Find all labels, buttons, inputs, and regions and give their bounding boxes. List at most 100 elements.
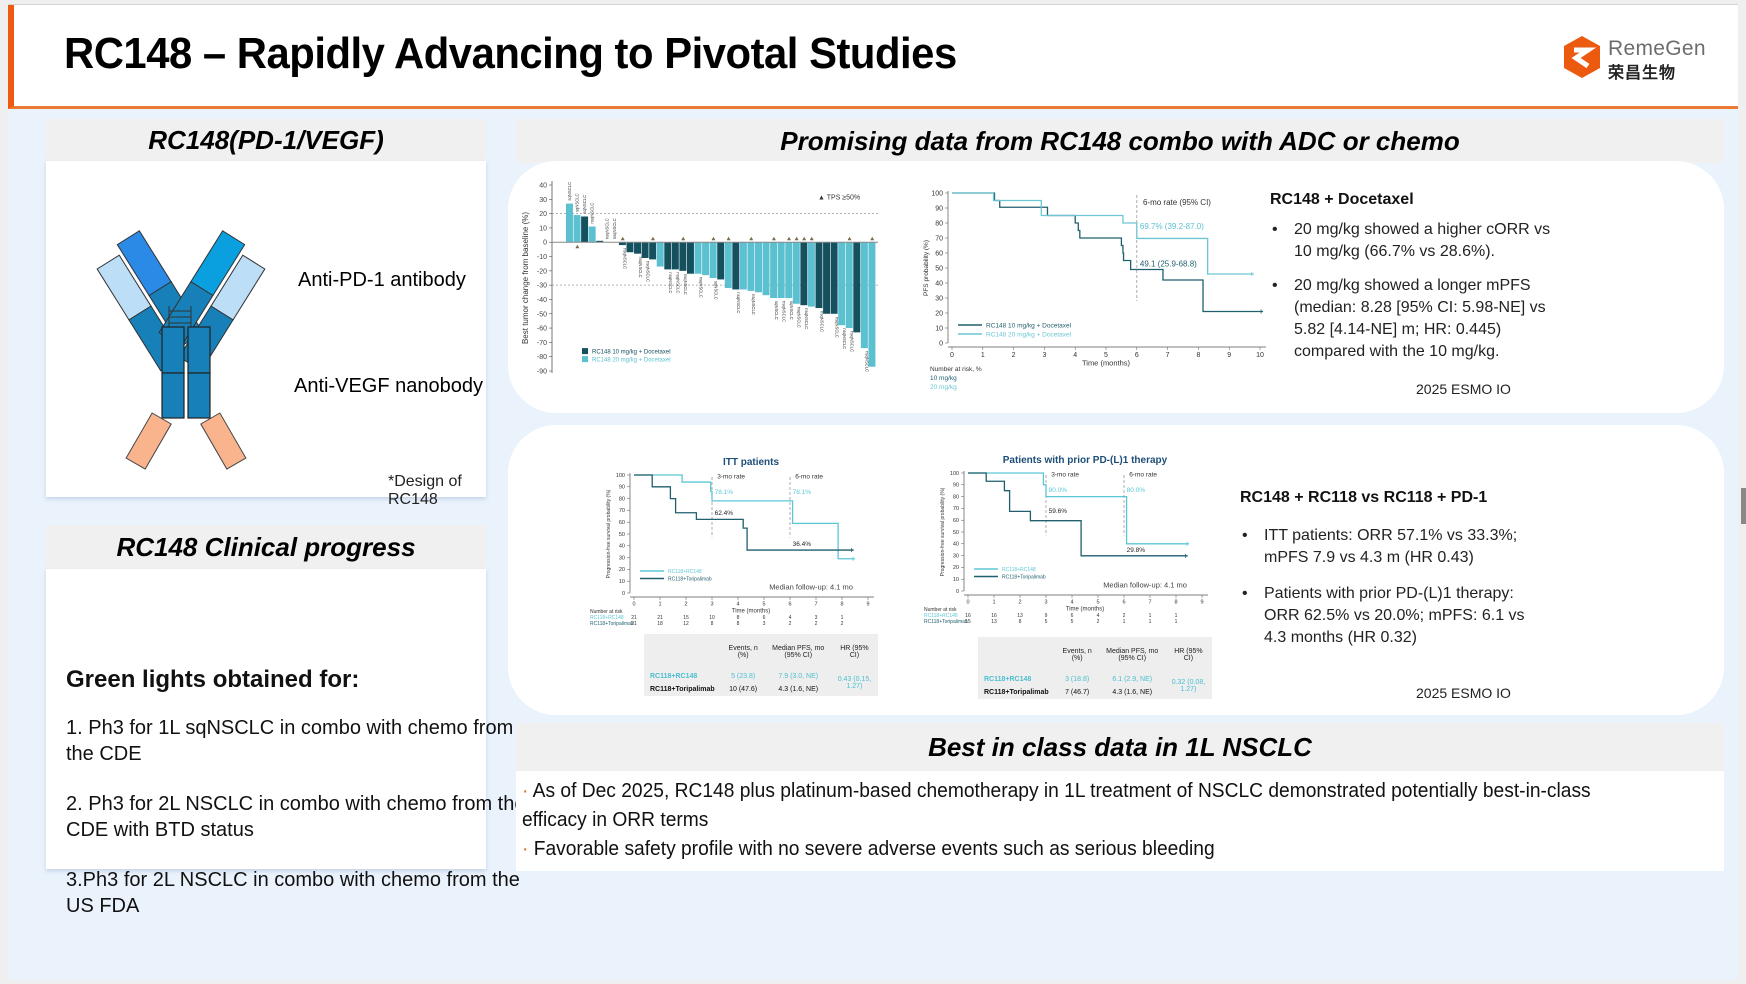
waterfall-bar (588, 226, 596, 243)
x-tick-label: 6 (1122, 600, 1125, 606)
y-tick-label: 90 (619, 485, 625, 491)
progress-item: 3.Ph3 for 2L NSCLC in combo with chemo f… (66, 869, 520, 917)
risk-header: Number at risk (590, 609, 623, 615)
bar-label: nsqNSCLC (638, 257, 643, 278)
risk-value: 15 (965, 619, 971, 625)
legend-label: RC118+Toripalimab (668, 576, 712, 582)
bar-label: nsqNSCLC (781, 301, 786, 322)
legend-label: RC148 20 mg/kg + Docetaxel (986, 331, 1072, 338)
logo-wordmark: RemeGen (1608, 37, 1706, 60)
slide-title: RC148 – Rapidly Advancing to Pivotal Stu… (64, 29, 957, 78)
waterfall-bar (641, 242, 649, 258)
scrollbar-thumb[interactable] (1741, 488, 1746, 524)
bar-label: nsqNSCLC (668, 272, 673, 293)
legend-label: RC118+RC148 (668, 569, 702, 575)
waterfall-bar (785, 242, 793, 299)
waterfall-bar (807, 242, 815, 307)
waterfall-bar (679, 242, 687, 271)
y-tick-label: -70 (537, 340, 547, 347)
risk-value: 1 (1123, 619, 1126, 625)
best-bullets: · As of Dec 2025, RC148 plus platinum-ba… (522, 777, 1616, 864)
table-cell: 5 (23.8) (731, 673, 756, 680)
risk-value: 16 (991, 613, 997, 619)
risk-value: 3 (815, 615, 818, 621)
risk-header: Number at risk, % (930, 366, 982, 373)
waterfall-bar (845, 242, 853, 329)
tps-legend: ▲ TPS ≥50% (818, 194, 860, 201)
legend-swatch (582, 348, 588, 355)
pfs-summary-table: Events, n (%) Median PFS, mo (95% CI) HR (… (978, 637, 1212, 699)
best-panel-title: Best in class data in 1L NSCLC (516, 723, 1724, 771)
x-tick-label: 8 (1196, 352, 1200, 359)
table-header-cell: Events, n (%) (728, 645, 758, 659)
risk-value: 10 (709, 615, 715, 621)
table-cell: 3 (18.8) (1065, 676, 1090, 683)
table-cell: 6.1 (2.9, NE) (1112, 676, 1153, 683)
x-tick-label: 1 (981, 352, 985, 359)
legend-label: RC118+Toripalimab (1002, 574, 1046, 580)
y-tick-label: 40 (539, 183, 547, 190)
risk-value: 12 (683, 621, 689, 627)
slide: RC148 – Rapidly Advancing to Pivotal Stu… (8, 4, 1738, 980)
x-tick-label: 4 (1073, 352, 1077, 359)
waterfall-bar (747, 242, 755, 291)
legend-label: RC148 10 mg/kg + Docetaxel (592, 350, 671, 356)
rate-annotation: 49.1 (25.9-68.8) (1140, 260, 1197, 269)
rate-annotation: 29.8% (1127, 547, 1146, 554)
rc118-summary: RC148 + RC118 vs RC118 + PD-1 ITT patien… (1240, 487, 1540, 661)
table-cell: RC118+Toripalimab (984, 689, 1049, 696)
tps-marker (794, 236, 799, 241)
table-row: RC118+Toripalimab 10 (47.6) 4.3 (1.6, NE) (644, 683, 878, 696)
waterfall-bar (664, 242, 672, 270)
rate-annotation: 59.6% (1049, 508, 1068, 515)
risk-value: 2 (789, 621, 792, 627)
y-tick-label: 30 (935, 295, 943, 302)
rate-annotation: 69.7% (39.2-87.0) (1140, 222, 1204, 231)
bar-label: nsqNSCLC (605, 218, 610, 239)
tps-marker (650, 236, 655, 241)
y-tick-label: 10 (935, 325, 943, 332)
risk-row-label: RC118+RC148 (924, 613, 958, 619)
rate-label: 3-mo rate (1051, 472, 1079, 479)
bar-label: nsqNSCLC (751, 294, 756, 315)
y-tick-label: 80 (953, 494, 959, 500)
tps-marker (575, 244, 580, 249)
anti-vegf-label: Anti-VEGF nanobody (294, 375, 483, 397)
waterfall-bar (762, 242, 770, 296)
waterfall-bar (566, 203, 573, 243)
tps-marker (771, 236, 776, 241)
y-tick-label: 10 (619, 579, 625, 585)
chart-title: Patients with prior PD-(L)1 therapy (1003, 455, 1168, 466)
risk-value: 2 (815, 621, 818, 627)
y-axis-label: Progression-free survival probability (%… (940, 487, 946, 576)
x-tick-label: 3 (1044, 600, 1047, 606)
waterfall-bar (618, 242, 626, 246)
y-tick-label: -40 (537, 297, 547, 304)
risk-value: 1 (1149, 613, 1152, 619)
docetaxel-bullet: 20 mg/kg showed a longer mPFS (median: 8… (1270, 275, 1560, 363)
docetaxel-summary: RC148 + Docetaxel 20 mg/kg showed a high… (1270, 189, 1560, 375)
km-curve (952, 192, 1264, 313)
y-axis-label: Progression-free survival probability (%… (606, 489, 612, 578)
y-tick-label: -30 (537, 283, 547, 290)
x-axis-label: Time (months) (732, 609, 770, 615)
y-tick-label: 0 (956, 589, 959, 595)
x-tick-label: 0 (632, 602, 635, 608)
km-curve (634, 474, 854, 551)
y-tick-label: 20 (935, 310, 943, 317)
y-tick-label: 0 (543, 240, 547, 247)
y-tick-label: -90 (537, 369, 547, 376)
waterfall-bar (755, 242, 762, 293)
waterfall-bar (838, 242, 846, 326)
x-tick-label: 5 (762, 602, 765, 608)
y-tick-label: 0 (939, 340, 943, 347)
slide-header: RC148 – Rapidly Advancing to Pivotal Stu… (8, 5, 1738, 109)
progress-heading: Green lights obtained for: (66, 666, 360, 693)
risk-value: 8 (711, 621, 714, 627)
waterfall-bar (686, 242, 694, 274)
y-tick-label: -50 (537, 311, 547, 318)
waterfall-bar (770, 242, 778, 299)
waterfall-bar (581, 216, 589, 243)
bar-label: nsqNSCLC (797, 307, 802, 328)
x-tick-label: 3 (710, 602, 713, 608)
